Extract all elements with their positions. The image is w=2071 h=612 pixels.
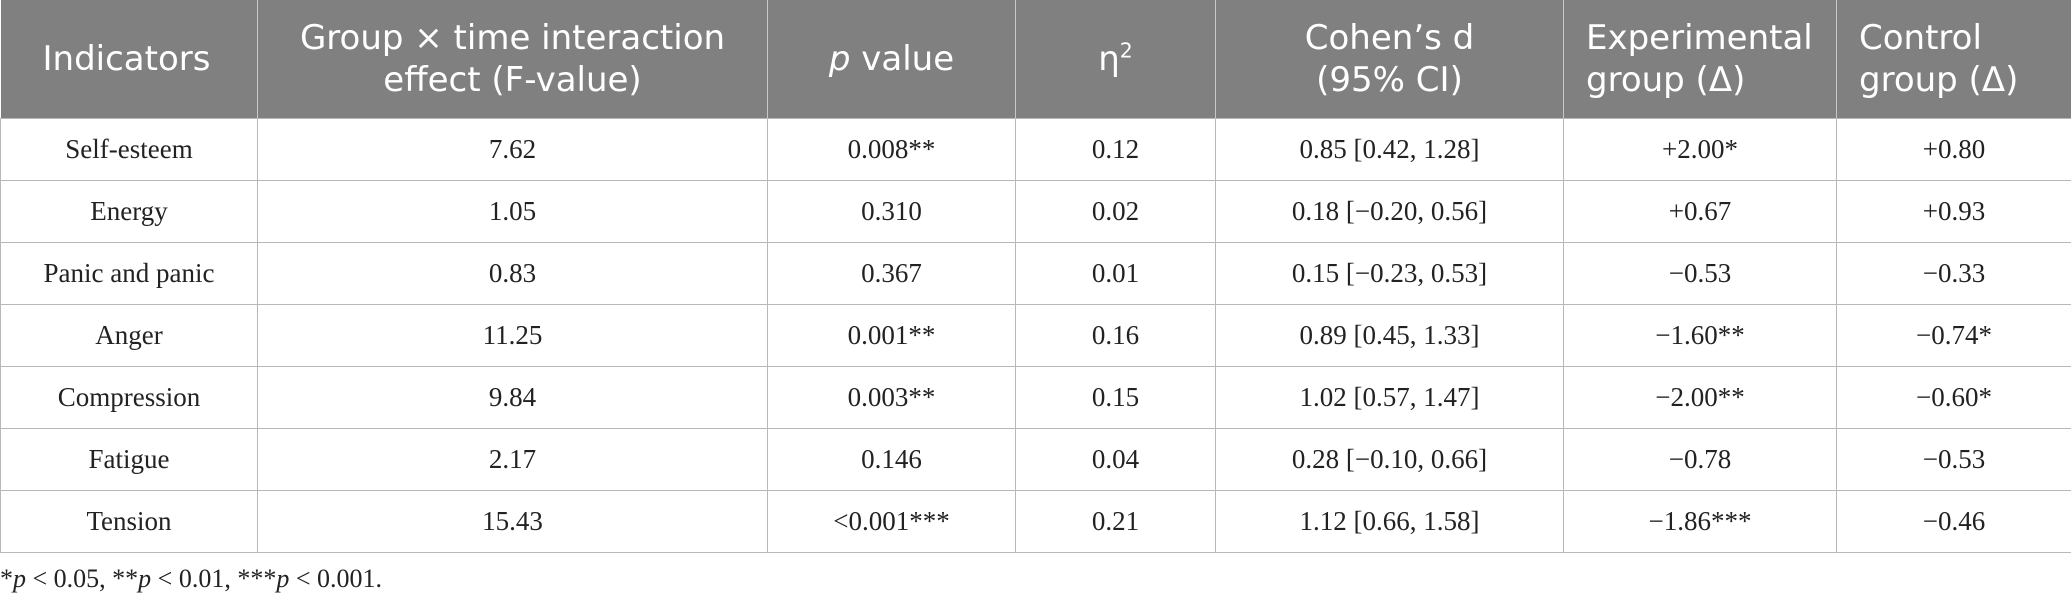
- cell-indicator: Self-esteem: [0, 118, 258, 181]
- cell-p-value: <0.001***: [767, 490, 1016, 553]
- cell-experimental-delta: −2.00**: [1563, 366, 1837, 429]
- cell-f-value: 11.25: [257, 304, 768, 367]
- cell-indicator: Panic and panic: [0, 242, 258, 305]
- header-cohens-d: Cohen’s d (95% CI): [1215, 0, 1564, 119]
- cell-indicator: Compression: [0, 366, 258, 429]
- cell-p-value: 0.003**: [767, 366, 1016, 429]
- cell-cohens-d: 0.85 [0.42, 1.28]: [1215, 118, 1564, 181]
- cell-indicator: Tension: [0, 490, 258, 553]
- cell-eta-squared: 0.12: [1015, 118, 1216, 181]
- cell-experimental-delta: −1.60**: [1563, 304, 1837, 367]
- header-eta-squared: η2: [1015, 0, 1216, 119]
- results-table: Indicators Group × time interaction effe…: [0, 0, 2071, 553]
- cell-eta-squared: 0.15: [1015, 366, 1216, 429]
- cell-experimental-delta: +2.00*: [1563, 118, 1837, 181]
- cell-eta-squared: 0.16: [1015, 304, 1216, 367]
- cell-cohens-d: 0.28 [−0.10, 0.66]: [1215, 428, 1564, 491]
- table-row: Tension 15.43 <0.001*** 0.21 1.12 [0.66,…: [0, 490, 2071, 553]
- header-indicators: Indicators: [0, 0, 258, 119]
- cell-f-value: 1.05: [257, 180, 768, 243]
- cell-control-delta: −0.33: [1836, 242, 2071, 305]
- cell-eta-squared: 0.21: [1015, 490, 1216, 553]
- header-experimental-group: Experimental group (Δ): [1563, 0, 1837, 119]
- table-row: Compression 9.84 0.003** 0.15 1.02 [0.57…: [0, 366, 2071, 429]
- cell-p-value: 0.310: [767, 180, 1016, 243]
- table-footnote: *p < 0.05, **p < 0.01, ***p < 0.001.: [0, 564, 383, 593]
- cell-cohens-d: 1.02 [0.57, 1.47]: [1215, 366, 1564, 429]
- table-row: Energy 1.05 0.310 0.02 0.18 [−0.20, 0.56…: [0, 180, 2071, 243]
- cell-cohens-d: 0.89 [0.45, 1.33]: [1215, 304, 1564, 367]
- cell-indicator: Anger: [0, 304, 258, 367]
- header-p-value: p value: [767, 0, 1016, 119]
- cell-eta-squared: 0.01: [1015, 242, 1216, 305]
- cell-p-value: 0.146: [767, 428, 1016, 491]
- cell-f-value: 15.43: [257, 490, 768, 553]
- cell-p-value: 0.001**: [767, 304, 1016, 367]
- cell-indicator: Energy: [0, 180, 258, 243]
- header-control-group: Control group (Δ): [1836, 0, 2071, 119]
- cell-eta-squared: 0.04: [1015, 428, 1216, 491]
- cell-cohens-d: 1.12 [0.66, 1.58]: [1215, 490, 1564, 553]
- cell-indicator: Fatigue: [0, 428, 258, 491]
- cell-control-delta: −0.60*: [1836, 366, 2071, 429]
- cell-experimental-delta: −0.53: [1563, 242, 1837, 305]
- header-row: Indicators Group × time interaction effe…: [0, 0, 2071, 119]
- cell-cohens-d: 0.18 [−0.20, 0.56]: [1215, 180, 1564, 243]
- cell-f-value: 2.17: [257, 428, 768, 491]
- cell-control-delta: −0.53: [1836, 428, 2071, 491]
- cell-eta-squared: 0.02: [1015, 180, 1216, 243]
- table-row: Fatigue 2.17 0.146 0.04 0.28 [−0.10, 0.6…: [0, 428, 2071, 491]
- cell-control-delta: −0.46: [1836, 490, 2071, 553]
- table-row: Panic and panic 0.83 0.367 0.01 0.15 [−0…: [0, 242, 2071, 305]
- cell-experimental-delta: −1.86***: [1563, 490, 1837, 553]
- table-row: Anger 11.25 0.001** 0.16 0.89 [0.45, 1.3…: [0, 304, 2071, 367]
- cell-f-value: 7.62: [257, 118, 768, 181]
- cell-p-value: 0.008**: [767, 118, 1016, 181]
- cell-p-value: 0.367: [767, 242, 1016, 305]
- cell-f-value: 0.83: [257, 242, 768, 305]
- cell-f-value: 9.84: [257, 366, 768, 429]
- cell-control-delta: +0.80: [1836, 118, 2071, 181]
- table-row: Self-esteem 7.62 0.008** 0.12 0.85 [0.42…: [0, 118, 2071, 181]
- header-interaction-effect: Group × time interaction effect (F-value…: [257, 0, 768, 119]
- cell-experimental-delta: −0.78: [1563, 428, 1837, 491]
- cell-experimental-delta: +0.67: [1563, 180, 1837, 243]
- cell-control-delta: +0.93: [1836, 180, 2071, 243]
- cell-control-delta: −0.74*: [1836, 304, 2071, 367]
- results-table-container: Indicators Group × time interaction effe…: [0, 0, 2071, 553]
- cell-cohens-d: 0.15 [−0.23, 0.53]: [1215, 242, 1564, 305]
